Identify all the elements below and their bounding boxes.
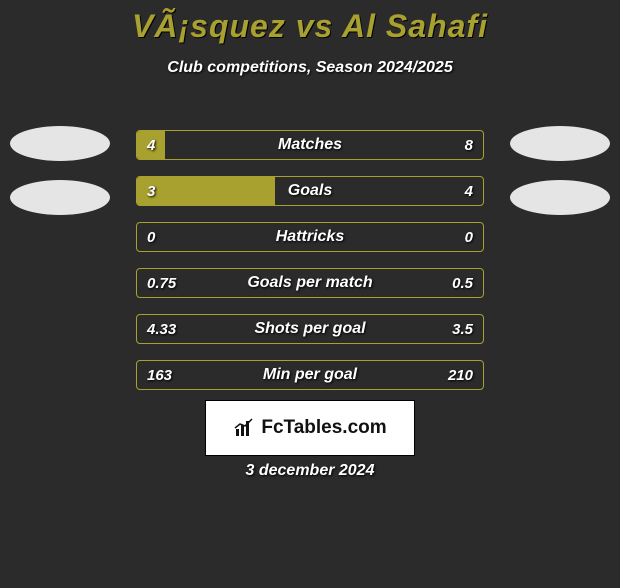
player1-photo-placeholder-2 <box>10 180 110 215</box>
stat-row: 4.333.5Shots per goal <box>136 314 484 344</box>
fctables-logo[interactable]: FcTables.com <box>205 400 415 456</box>
stat-label: Matches <box>137 131 483 159</box>
stat-label: Hattricks <box>137 223 483 251</box>
stat-label: Min per goal <box>137 361 483 389</box>
player2-photo-placeholder-2 <box>510 180 610 215</box>
stat-row: 163210Min per goal <box>136 360 484 390</box>
player2-photo-placeholder <box>510 126 610 161</box>
stats-container: 48Matches 34Goals 00Hattricks 0.750.5Goals … <box>136 130 484 406</box>
stat-label: Goals <box>137 177 483 205</box>
page-subtitle: Club competitions, Season 2024/2025 <box>0 59 620 77</box>
stat-row: 34Goals <box>136 176 484 206</box>
page-title: VÃ¡squez vs Al Sahafi <box>0 8 620 45</box>
stat-row: 48Matches <box>136 130 484 160</box>
logo-text: FcTables.com <box>261 417 386 439</box>
stat-row: 0.750.5Goals per match <box>136 268 484 298</box>
chart-icon <box>233 417 255 439</box>
stat-row: 00Hattricks <box>136 222 484 252</box>
stat-label: Shots per goal <box>137 315 483 343</box>
player1-photo-placeholder <box>10 126 110 161</box>
date-label: 3 december 2024 <box>0 462 620 480</box>
stat-label: Goals per match <box>137 269 483 297</box>
